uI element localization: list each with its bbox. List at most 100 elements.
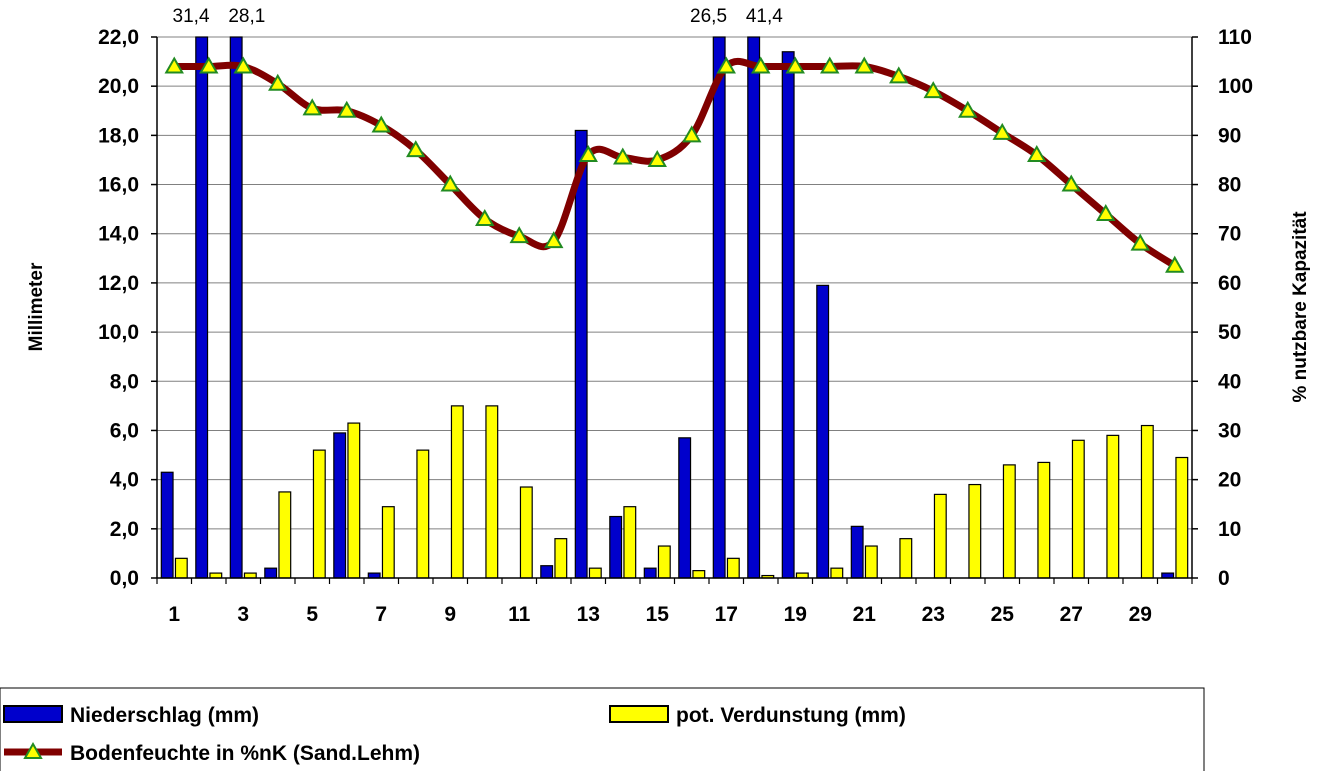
niederschlag-bar [747,36,761,579]
bodenfeuchte-marker [647,149,667,167]
verdunstung-bar [623,506,637,579]
legend-swatch-niederschlag [3,705,63,723]
bodenfeuchte-marker [958,100,978,118]
bodenfeuchte-marker [578,145,598,163]
x-tick-label: 3 [237,603,249,626]
y2-tick-label: 50 [1218,321,1241,344]
verdunstung-bar [1002,464,1016,579]
x-tick-label: 17 [715,603,738,626]
bodenfeuchte-marker [164,56,184,74]
verdunstung-bar [347,422,361,579]
x-tick-label: 15 [646,603,670,626]
verdunstung-bar [1140,424,1154,579]
legend-box [0,687,1205,771]
verdunstung-bar [416,449,430,579]
bodenfeuchte-marker [1130,233,1150,251]
bodenfeuchte-marker [889,66,909,84]
bodenfeuchte-marker [337,100,357,118]
verdunstung-bar [312,449,326,579]
verdunstung-bar [485,405,499,579]
y2-tick-label: 0 [1218,567,1230,590]
bodenfeuchte-marker [233,56,253,74]
bodenfeuchte-marker [475,208,495,226]
y2-tick-label: 10 [1218,518,1241,541]
bodenfeuchte-marker [371,115,391,133]
y-tick-label: 6,0 [110,419,139,442]
tick-labels: 0,0 2,0 4,0 6,0 8,0 10,0 12,0 14,0 16,0 18,0 20,0 2… [98,26,1253,626]
verdunstung-bar [968,483,982,579]
y-axis-title: Millimeter [26,262,47,351]
x-tick-label: 29 [1129,603,1152,626]
bodenfeuchte-marker [268,73,288,91]
legend-label-bodenfeuchte: Bodenfeuchte in %nK (Sand.Lehm) [70,742,420,765]
verdunstung-bar [278,491,292,579]
bodenfeuchte-marker [992,122,1012,140]
y-tick-label: 10,0 [98,321,139,344]
niederschlag-bar [850,525,864,579]
verdunstung-bar [657,545,671,579]
bodenfeuchte-marker [406,140,426,158]
bar-series [160,36,1189,579]
bodenfeuchte-marker [613,147,633,165]
niederschlag-bar [540,565,554,579]
y2-tick-label: 70 [1218,223,1241,246]
y-tick-label: 0,0 [110,567,139,590]
bodenfeuchte-marker [440,174,460,192]
niederschlag-bar [712,36,726,579]
bodenfeuchte-marker [716,56,736,74]
niederschlag-bar [264,567,278,579]
bodenfeuchte-marker [302,98,322,116]
x-tick-label: 25 [991,603,1015,626]
clipped-value-label: 28,1 [228,6,265,27]
verdunstung-bar [830,567,844,579]
y-tick-label: 20,0 [98,75,139,98]
y-tick-label: 2,0 [110,518,139,541]
y2-axis-title: % nutzbare Kapazität [1290,211,1311,403]
gridlines [157,36,1192,578]
niederschlag-bar [229,36,243,579]
verdunstung-bar [933,493,947,579]
verdunstung-bar [1175,456,1189,579]
legend-label-verdunstung: pot. Verdunstung (mm) [676,704,906,727]
y2-tick-label: 100 [1218,75,1253,98]
x-tick-label: 19 [784,603,807,626]
niederschlag-bar [781,51,795,579]
bodenfeuchte-marker [199,56,219,74]
x-tick-label: 27 [1060,603,1083,626]
x-tick-label: 21 [853,603,877,626]
y-tick-label: 22,0 [98,26,139,49]
verdunstung-bar [450,405,464,579]
bodenfeuchte-marker [682,125,702,143]
clipped-value-label: 26,5 [690,6,727,27]
y-tick-label: 14,0 [98,223,139,246]
y2-tick-label: 20 [1218,469,1241,492]
verdunstung-bar [692,570,706,579]
x-tick-label: 1 [168,603,180,626]
bodenfeuchte-marker [923,81,943,99]
bodenfeuchte-marker [785,56,805,74]
verdunstung-bar [174,557,188,579]
bodenfeuchte-marker [1027,145,1047,163]
clipped-value-labels: 31,4 28,1 26,5 41,4 [173,6,784,27]
y2-tick-label: 60 [1218,272,1241,295]
y2-tick-label: 80 [1218,174,1241,197]
verdunstung-bar [1071,439,1085,579]
niederschlag-bar [160,471,174,579]
niederschlag-bar [333,432,347,579]
verdunstung-bar [1106,434,1120,579]
y-tick-label: 4,0 [110,469,139,492]
x-tick-label: 5 [306,603,318,626]
y-tick-label: 18,0 [98,124,139,147]
verdunstung-bar [726,557,740,579]
y-tick-label: 16,0 [98,174,139,197]
line-series [164,56,1185,273]
y2-tick-label: 30 [1218,419,1241,442]
verdunstung-bar [864,545,878,579]
verdunstung-bar [519,486,533,579]
bodenfeuchte-marker [1096,204,1116,222]
x-tick-label: 9 [444,603,456,626]
niederschlag-bar [678,437,692,579]
bodenfeuchte-marker [854,56,874,74]
bodenfeuchte-marker [509,226,529,244]
